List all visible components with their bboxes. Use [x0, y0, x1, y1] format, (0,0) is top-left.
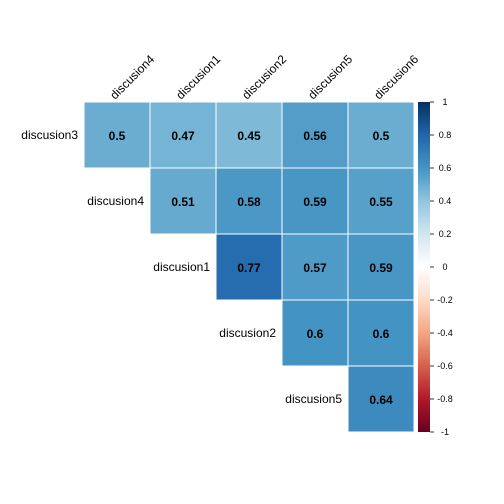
row-label: discusion3: [21, 128, 78, 142]
cell-value-label: 0.47: [171, 129, 195, 143]
cell-value-label: 0.55: [369, 195, 393, 209]
cell-value-label: 0.59: [303, 195, 327, 209]
colorbar-tick-label: 1: [442, 97, 447, 107]
cell-value-label: 0.45: [237, 129, 261, 143]
heatmap-cell: [83, 101, 151, 169]
colorbar-tick-label: -0.6: [437, 361, 453, 371]
cell-value-label: 0.6: [307, 327, 324, 341]
colorbar-tick-label: 0.8: [439, 130, 452, 140]
column-label: discusion6: [371, 52, 421, 102]
heatmap-cell: [347, 299, 415, 367]
cell-value-label: 0.77: [237, 261, 261, 275]
heatmap-cell: [347, 365, 415, 433]
colorbar-tick-label: -0.2: [437, 295, 453, 305]
cell-value-label: 0.59: [369, 261, 393, 275]
cell-value-label: 0.64: [369, 393, 393, 407]
heatmap-cell: [281, 299, 349, 367]
heatmap-cell: [149, 167, 217, 235]
colorbar-tick-label: -1: [441, 427, 449, 437]
cell-value-label: 0.51: [171, 195, 195, 209]
column-label: discusion2: [239, 52, 289, 102]
cell-value-label: 0.5: [109, 129, 126, 143]
row-label: discusion1: [153, 260, 210, 274]
colorbar-tick-label: 0.6: [439, 163, 452, 173]
colorbar-tick-label: 0.4: [439, 196, 452, 206]
cell-value-label: 0.58: [237, 195, 261, 209]
heatmap-cell: [347, 233, 415, 301]
colorbar-tick-label: 0.2: [439, 229, 452, 239]
heatmap-cell: [281, 167, 349, 235]
row-label: discusion2: [219, 326, 276, 340]
row-label: discusion5: [285, 392, 342, 406]
cell-value-label: 0.57: [303, 261, 327, 275]
heatmap-cell: [281, 101, 349, 169]
cell-value-label: 0.56: [303, 129, 327, 143]
colorbar: [418, 102, 430, 432]
heatmap-cell: [215, 233, 283, 301]
colorbar-tick-label: -0.8: [437, 394, 453, 404]
colorbar-tick-label: 0: [442, 262, 447, 272]
column-label: discusion4: [107, 52, 157, 102]
heatmap-cell: [215, 101, 283, 169]
cell-value-label: 0.5: [373, 129, 390, 143]
column-label: discusion5: [305, 52, 355, 102]
cell-value-label: 0.6: [373, 327, 390, 341]
row-label: discusion4: [87, 194, 144, 208]
colorbar-tick-label: -0.4: [437, 328, 453, 338]
column-label: discusion1: [173, 52, 223, 102]
heatmap-cell: [149, 101, 217, 169]
